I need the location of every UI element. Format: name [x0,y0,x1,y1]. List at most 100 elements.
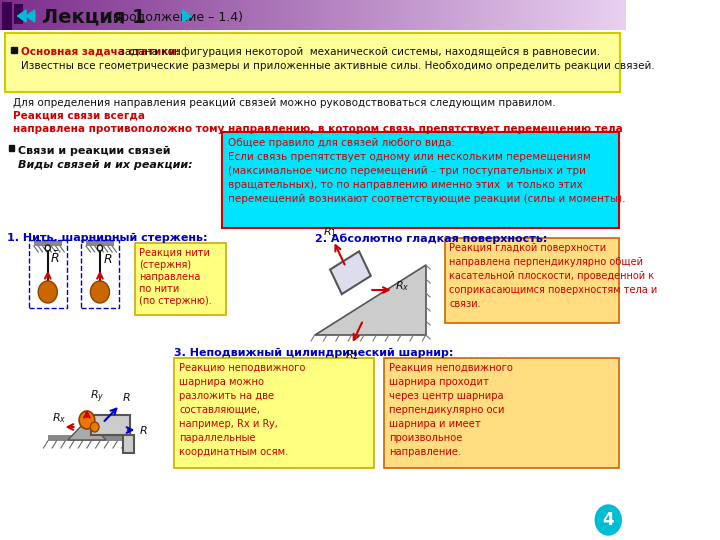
Bar [448,0,449,30]
Bar [214,0,215,30]
Bar [25,0,26,30]
Bar [209,0,210,30]
Bar [284,0,285,30]
Bar [411,0,412,30]
Bar [536,0,537,30]
Bar [616,0,617,30]
Bar [246,0,247,30]
Bar [408,0,409,30]
Text: $R$: $R$ [102,253,112,266]
Bar [138,0,139,30]
Bar [153,0,154,30]
Text: $R_1$: $R_1$ [323,225,337,239]
Bar [18,0,19,30]
Bar [599,0,600,30]
Bar [612,0,613,30]
Bar [158,0,159,30]
Bar [600,0,601,30]
Bar [617,0,618,30]
Bar [292,0,293,30]
Bar [598,0,599,30]
Bar [102,0,104,30]
Bar [232,0,233,30]
Bar [587,0,588,30]
Bar [67,0,68,30]
Bar [370,0,371,30]
Bar [35,0,37,30]
Bar [457,0,458,30]
Bar [118,0,119,30]
Bar [522,0,523,30]
Bar [395,0,396,30]
Bar [227,0,228,30]
Bar [132,0,133,30]
Text: направление.: направление. [390,447,462,457]
Bar [12,0,13,30]
Bar [496,0,497,30]
Bar [222,132,618,228]
Bar [580,0,581,30]
Bar [584,0,585,30]
Bar [315,0,316,30]
Bar [452,0,453,30]
Bar [381,0,382,30]
Bar [458,0,459,30]
Bar [476,0,477,30]
Bar [610,0,611,30]
Bar [606,0,608,30]
Bar [152,0,153,30]
Bar [16,0,17,30]
Bar [557,0,558,30]
Bar [568,0,570,30]
Bar [491,0,492,30]
Bar [96,0,97,30]
Bar [286,0,287,30]
Bar [562,0,563,30]
Bar [485,0,486,30]
Bar [361,0,362,30]
Bar [274,0,276,30]
Bar [24,0,25,30]
Text: составляющие,: составляющие, [179,405,260,415]
Bar [358,0,359,30]
Bar [247,0,248,30]
Bar [445,238,618,323]
Bar [410,0,411,30]
Bar [86,0,87,30]
Bar [129,0,130,30]
Bar [312,0,314,30]
Bar [198,0,199,30]
Bar [564,0,566,30]
Bar [140,0,141,30]
Bar [1,2,12,16]
Bar [243,0,244,30]
Bar [215,0,217,30]
Bar [295,0,297,30]
Bar [125,0,126,30]
Bar [256,0,257,30]
Bar [174,0,175,30]
Bar [595,0,596,30]
Bar [29,240,67,308]
Bar [390,0,391,30]
Bar [438,0,440,30]
Bar [356,0,357,30]
Bar [416,0,417,30]
Bar [324,0,325,30]
Bar [135,0,136,30]
Bar [441,0,442,30]
Bar [100,0,101,30]
Bar [373,0,374,30]
Bar [489,0,490,30]
Bar [27,0,28,30]
Bar [349,0,350,30]
Bar [8,0,9,30]
Bar [120,0,121,30]
Text: вращательных), то по направлению именно этих  и только этих: вращательных), то по направлению именно … [228,180,582,190]
Bar [555,0,556,30]
Bar [531,0,532,30]
Bar [605,0,606,30]
Bar [464,0,465,30]
Bar [175,0,176,30]
Bar [236,0,237,30]
